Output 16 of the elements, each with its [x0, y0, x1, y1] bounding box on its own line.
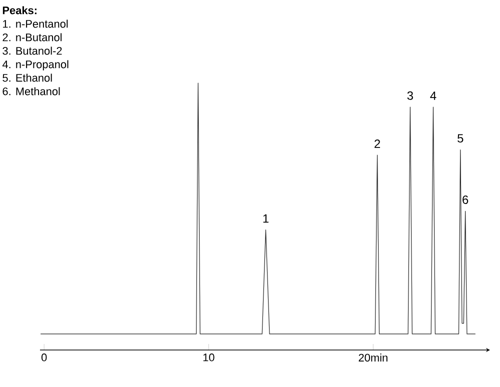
annotation: 4	[430, 92, 436, 100]
annotation: 5	[458, 134, 464, 143]
text: 1. n-Pentanol	[3, 20, 68, 28]
annotation: 6	[462, 196, 468, 204]
annotation: 6. Methanol	[2, 87, 60, 96]
chart-title: Peaks:	[2, 6, 36, 14]
text: 2. n-Butanol	[2, 33, 62, 42]
text: 3. Butanol-2	[2, 46, 62, 55]
x-tick-label: 20min	[358, 354, 388, 362]
text: 4. n-Propanol	[2, 60, 68, 70]
text: 5. Ethanol	[2, 74, 52, 82]
x-tick-label: 0	[41, 354, 47, 362]
x-tick-label: 10	[203, 354, 214, 362]
annotation: 2	[374, 140, 380, 148]
annotation: 3	[407, 91, 414, 100]
annotation: 1	[263, 214, 268, 223]
